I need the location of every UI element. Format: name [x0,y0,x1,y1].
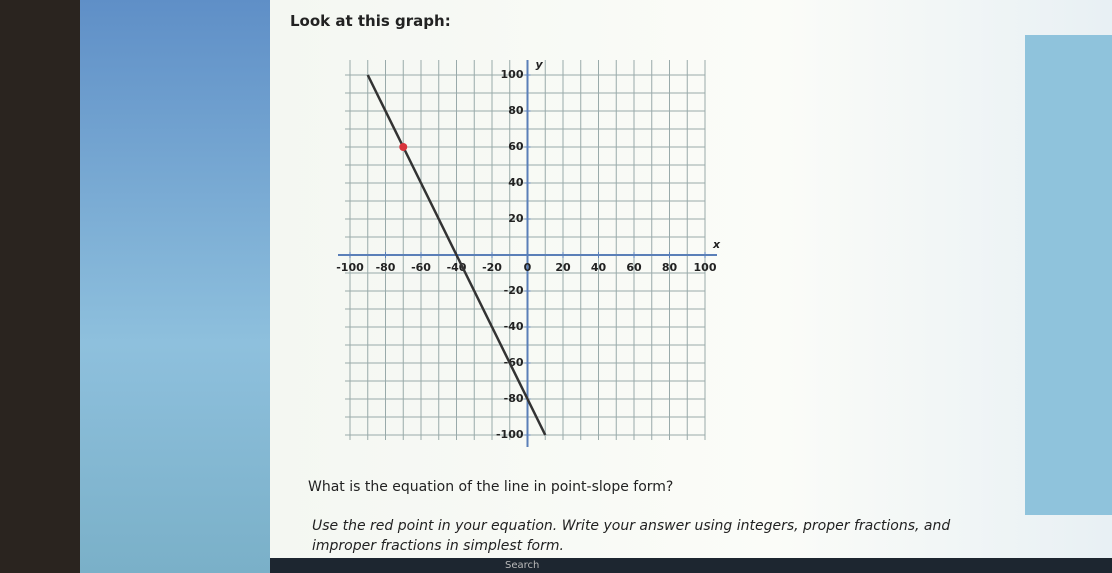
question: What is the equation of the line in poin… [308,479,674,495]
x-tick-label: 60 [626,261,642,274]
y-axis-label: y [536,58,544,71]
origin-label: 0 [524,261,532,274]
x-tick-label: 40 [591,261,607,274]
search-box[interactable]: Search [505,560,540,571]
line [366,74,547,436]
x-tick-label: -80 [376,261,396,274]
taskbar [270,558,1112,573]
y-tick-label: -20 [504,284,524,297]
x-tick-label: 80 [662,261,678,274]
y-tick-label: 20 [508,212,524,225]
instruction-line: Use the red point in your equation. Writ… [312,518,951,534]
x-tick-label: -60 [411,261,431,274]
heading: Look at this graph: [290,12,451,30]
y-tick-label: -40 [504,320,524,333]
content [270,0,1112,573]
y-tick-label: -80 [504,392,524,405]
right-panel [1025,35,1112,515]
x-axis-label: x [712,238,721,251]
y-tick-label: 100 [501,68,524,81]
x-tick-label: 20 [555,261,571,274]
x-tick-label: -100 [336,261,364,274]
y-tick-label: 40 [508,176,524,189]
red-point [399,143,408,151]
x-tick-label: -20 [482,261,502,274]
instruction-line: improper fractions in simplest form. [312,538,564,554]
y-tick-label: -100 [496,428,524,441]
side-panel [80,0,270,573]
x-tick-label: 100 [694,261,717,274]
bezel [0,0,80,573]
y-tick-label: 80 [508,104,524,117]
y-tick-label: 60 [508,140,524,153]
